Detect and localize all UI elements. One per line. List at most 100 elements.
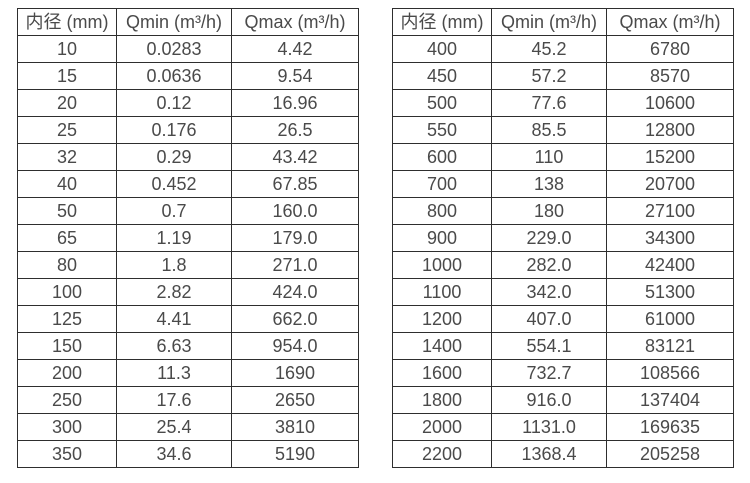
header-qmax: Qmax (m³/h) bbox=[606, 8, 734, 36]
table-cell: 83121 bbox=[606, 332, 734, 360]
header-inner-diameter: 内径 (mm) bbox=[392, 8, 492, 36]
table-cell: 42400 bbox=[606, 251, 734, 279]
table-cell: 26.5 bbox=[231, 116, 359, 144]
table-cell: 15200 bbox=[606, 143, 734, 171]
table-cell: 51300 bbox=[606, 278, 734, 306]
table-cell: 34300 bbox=[606, 224, 734, 252]
table-cell: 1000 bbox=[392, 251, 492, 279]
table-cell: 5190 bbox=[231, 440, 359, 468]
table-cell: 15 bbox=[17, 62, 117, 90]
table-cell: 3810 bbox=[231, 413, 359, 441]
table-row: 65 1.19 179.0 bbox=[17, 224, 359, 252]
table-row: 900 229.0 34300 bbox=[392, 224, 734, 252]
header-row: 内径 (mm) Qmin (m³/h) Qmax (m³/h) bbox=[17, 8, 359, 36]
header-qmin: Qmin (m³/h) bbox=[116, 8, 232, 36]
table-row: 2000 1131.0 169635 bbox=[392, 413, 734, 441]
table-cell: 110 bbox=[491, 143, 607, 171]
table-cell: 17.6 bbox=[116, 386, 232, 414]
table-row: 1200 407.0 61000 bbox=[392, 305, 734, 333]
table-cell: 800 bbox=[392, 197, 492, 225]
table-row: 250 17.6 2650 bbox=[17, 386, 359, 414]
table-row: 1800 916.0 137404 bbox=[392, 386, 734, 414]
table-cell: 732.7 bbox=[491, 359, 607, 387]
table-cell: 10600 bbox=[606, 89, 734, 117]
table-cell: 407.0 bbox=[491, 305, 607, 333]
table-cell: 500 bbox=[392, 89, 492, 117]
table-cell: 45.2 bbox=[491, 35, 607, 63]
header-inner-diameter: 内径 (mm) bbox=[17, 8, 117, 36]
table-cell: 271.0 bbox=[231, 251, 359, 279]
table-cell: 0.7 bbox=[116, 197, 232, 225]
table-row: 350 34.6 5190 bbox=[17, 440, 359, 468]
header-qmax: Qmax (m³/h) bbox=[231, 8, 359, 36]
table-cell: 9.54 bbox=[231, 62, 359, 90]
flow-table-large-diameters: 内径 (mm) Qmin (m³/h) Qmax (m³/h) 400 45.2 6… bbox=[392, 8, 734, 468]
table-row: 1100 342.0 51300 bbox=[392, 278, 734, 306]
table-row: 1600 732.7 108566 bbox=[392, 359, 734, 387]
table-cell: 1400 bbox=[392, 332, 492, 360]
table-cell: 4.41 bbox=[116, 305, 232, 333]
table-row: 20 0.12 16.96 bbox=[17, 89, 359, 117]
table-cell: 50 bbox=[17, 197, 117, 225]
table-cell: 300 bbox=[17, 413, 117, 441]
table-row: 550 85.5 12800 bbox=[392, 116, 734, 144]
table-cell: 205258 bbox=[606, 440, 734, 468]
table-cell: 27100 bbox=[606, 197, 734, 225]
table-cell: 424.0 bbox=[231, 278, 359, 306]
table-cell: 25.4 bbox=[116, 413, 232, 441]
table-row: 450 57.2 8570 bbox=[392, 62, 734, 90]
table-cell: 20 bbox=[17, 89, 117, 117]
table-cell: 229.0 bbox=[491, 224, 607, 252]
table-cell: 0.176 bbox=[116, 116, 232, 144]
table-cell: 0.29 bbox=[116, 143, 232, 171]
table-row: 15 0.0636 9.54 bbox=[17, 62, 359, 90]
table-cell: 350 bbox=[17, 440, 117, 468]
table-cell: 20700 bbox=[606, 170, 734, 198]
table-cell: 57.2 bbox=[491, 62, 607, 90]
table-cell: 1800 bbox=[392, 386, 492, 414]
table-cell: 0.0636 bbox=[116, 62, 232, 90]
table-cell: 1100 bbox=[392, 278, 492, 306]
table-cell: 16.96 bbox=[231, 89, 359, 117]
table-cell: 250 bbox=[17, 386, 117, 414]
table-cell: 180 bbox=[491, 197, 607, 225]
table-row: 300 25.4 3810 bbox=[17, 413, 359, 441]
table-cell: 160.0 bbox=[231, 197, 359, 225]
table-cell: 80 bbox=[17, 251, 117, 279]
table-row: 10 0.0283 4.42 bbox=[17, 35, 359, 63]
table-cell: 1.8 bbox=[116, 251, 232, 279]
table-body: 400 45.2 6780 450 57.2 8570 500 77.6 10600 550 85.… bbox=[392, 35, 734, 468]
table-cell: 954.0 bbox=[231, 332, 359, 360]
table-row: 25 0.176 26.5 bbox=[17, 116, 359, 144]
table-cell: 43.42 bbox=[231, 143, 359, 171]
table-row: 40 0.452 67.85 bbox=[17, 170, 359, 198]
table-cell: 32 bbox=[17, 143, 117, 171]
table-cell: 137404 bbox=[606, 386, 734, 414]
table-cell: 2000 bbox=[392, 413, 492, 441]
table-cell: 2200 bbox=[392, 440, 492, 468]
table-cell: 150 bbox=[17, 332, 117, 360]
table-cell: 10 bbox=[17, 35, 117, 63]
table-cell: 169635 bbox=[606, 413, 734, 441]
table-cell: 282.0 bbox=[491, 251, 607, 279]
table-cell: 12800 bbox=[606, 116, 734, 144]
table-row: 100 2.82 424.0 bbox=[17, 278, 359, 306]
table-row: 800 180 27100 bbox=[392, 197, 734, 225]
table-cell: 11.3 bbox=[116, 359, 232, 387]
table-cell: 916.0 bbox=[491, 386, 607, 414]
table-cell: 1368.4 bbox=[491, 440, 607, 468]
table-cell: 1690 bbox=[231, 359, 359, 387]
table-cell: 0.12 bbox=[116, 89, 232, 117]
table-cell: 1200 bbox=[392, 305, 492, 333]
table-row: 32 0.29 43.42 bbox=[17, 143, 359, 171]
table-cell: 77.6 bbox=[491, 89, 607, 117]
table-cell: 450 bbox=[392, 62, 492, 90]
table-cell: 342.0 bbox=[491, 278, 607, 306]
table-cell: 100 bbox=[17, 278, 117, 306]
table-row: 500 77.6 10600 bbox=[392, 89, 734, 117]
table-row: 50 0.7 160.0 bbox=[17, 197, 359, 225]
table-cell: 67.85 bbox=[231, 170, 359, 198]
table-cell: 2650 bbox=[231, 386, 359, 414]
table-row: 150 6.63 954.0 bbox=[17, 332, 359, 360]
